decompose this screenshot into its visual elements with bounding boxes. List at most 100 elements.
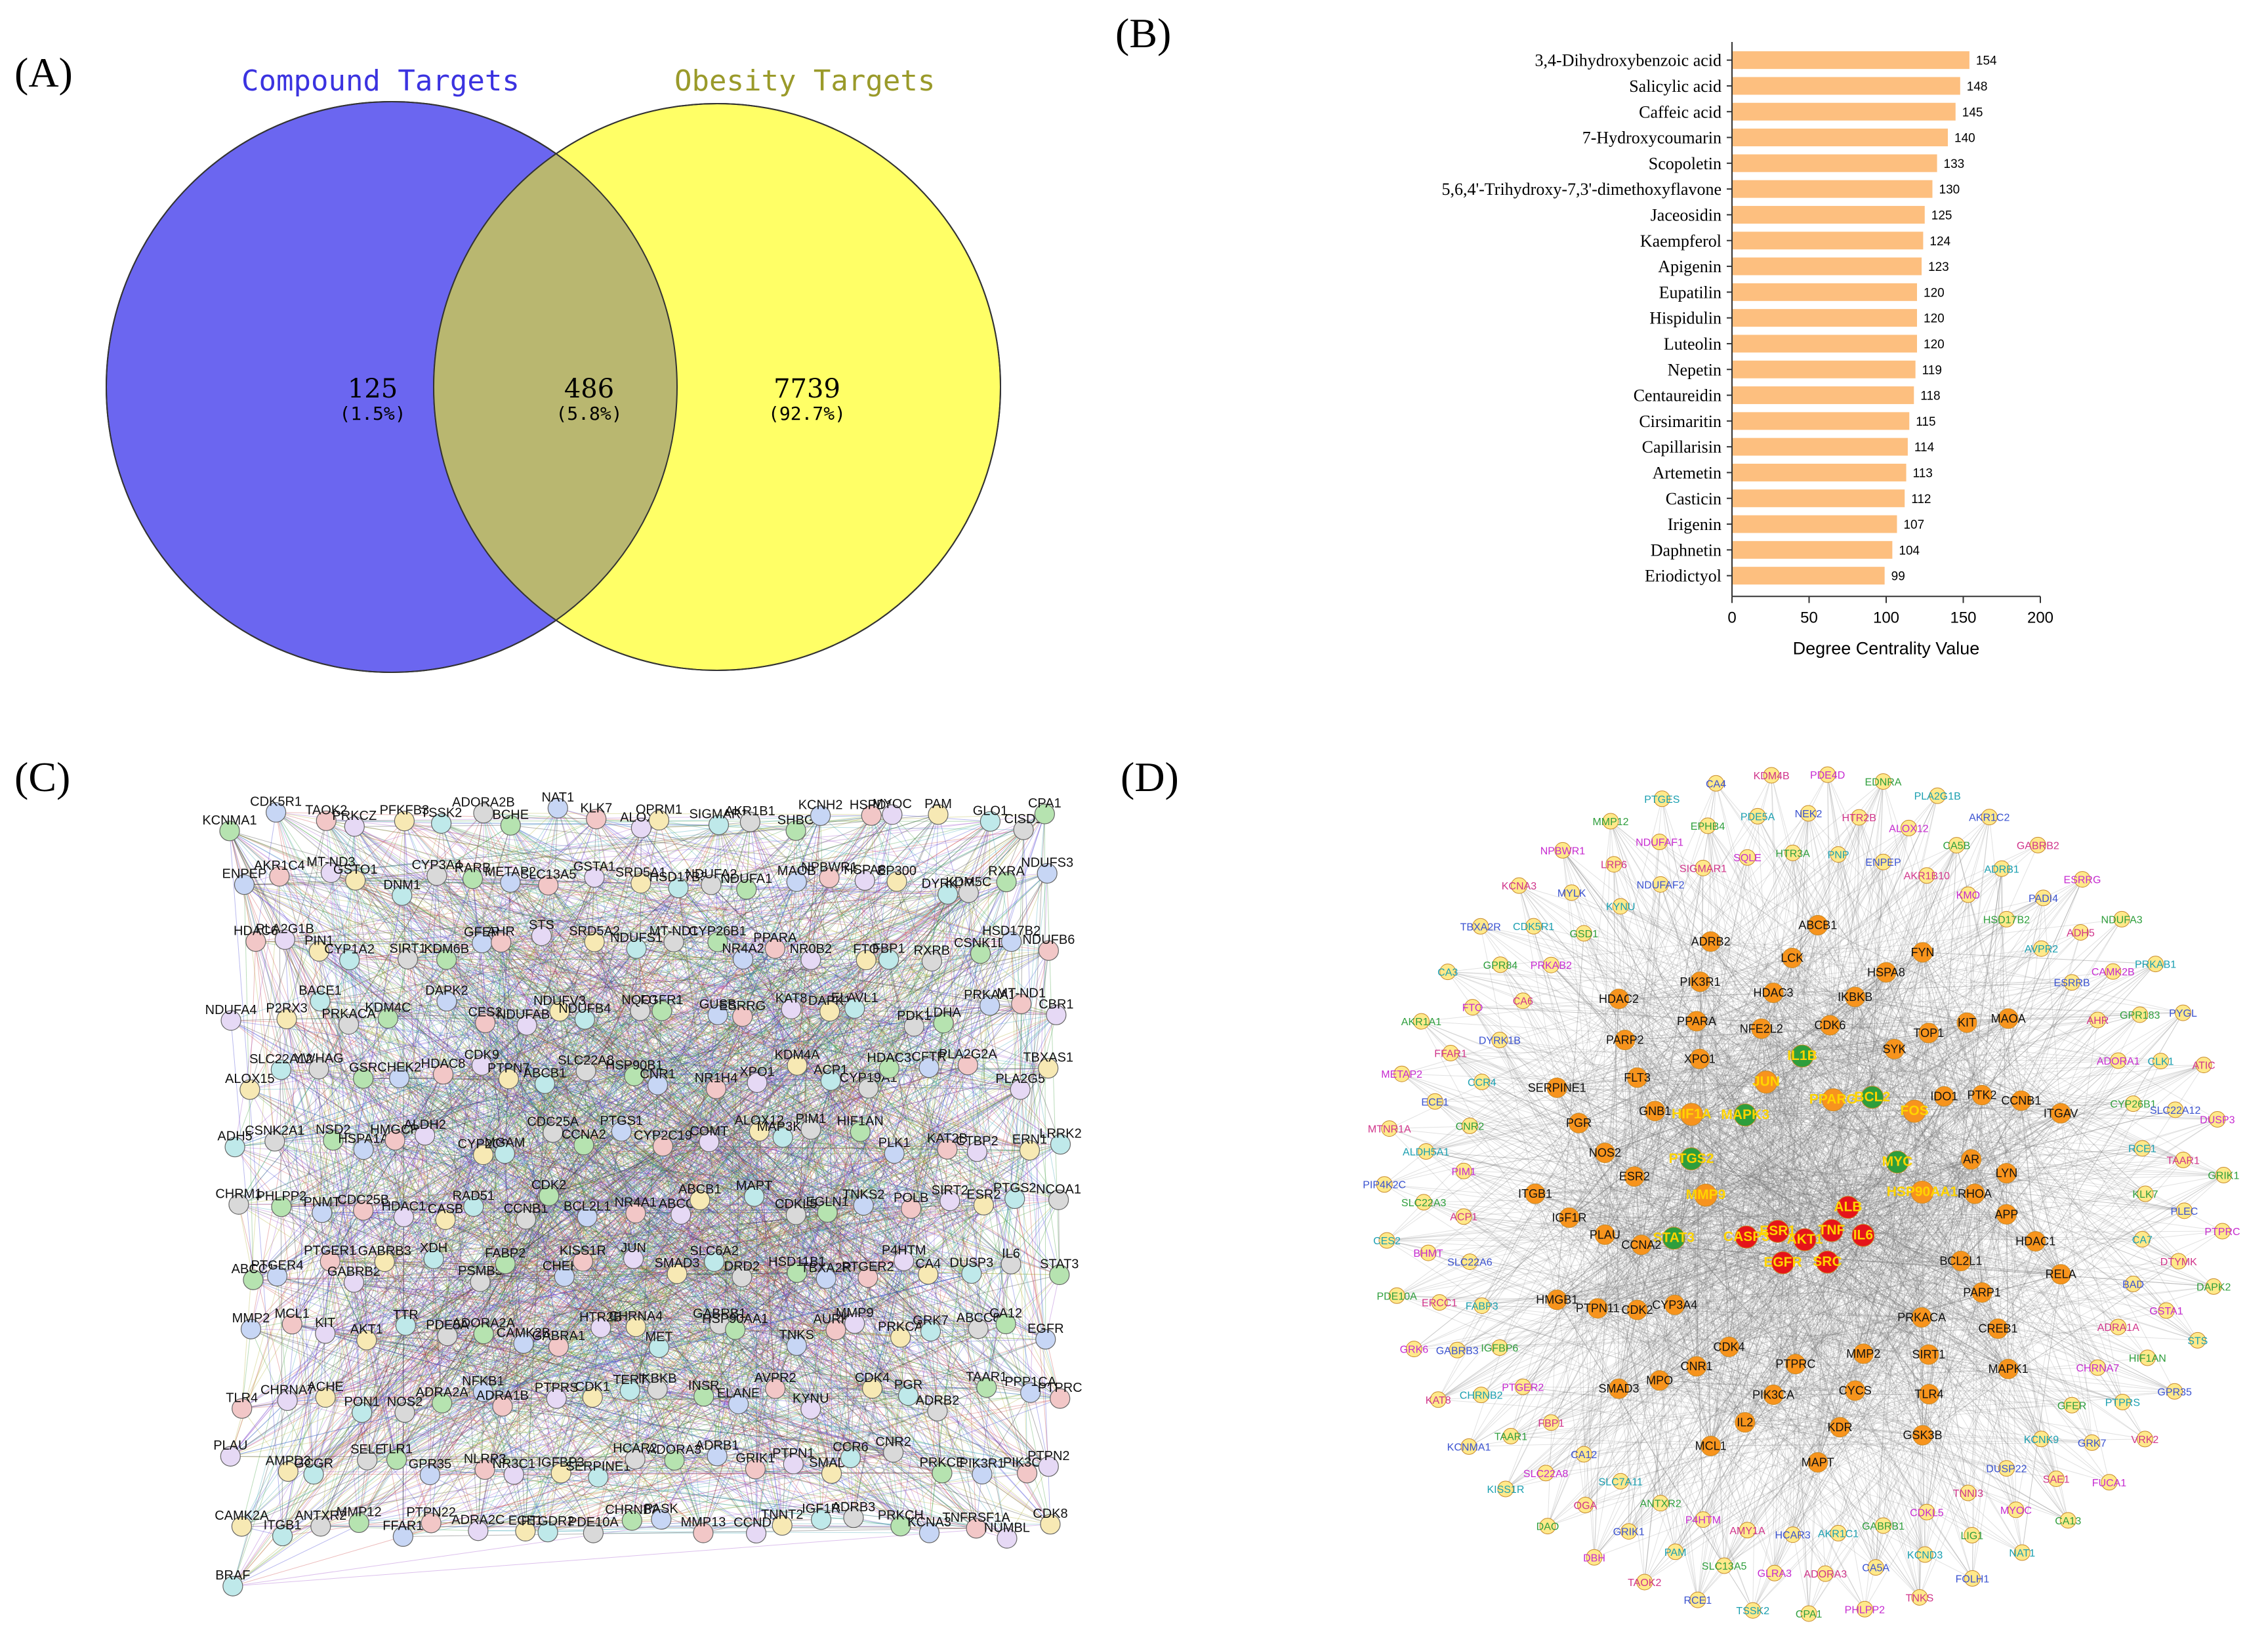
network-c-node-label: PPP1CA xyxy=(1004,1375,1057,1389)
network-c-node-label: CHRM1 xyxy=(215,1187,262,1201)
network-d-node xyxy=(1525,1183,1546,1204)
network-d-node-label: GABRB1 xyxy=(1862,1521,1905,1532)
network-d-node xyxy=(1996,1163,2017,1184)
network-c-node xyxy=(764,938,786,959)
network-d-node xyxy=(1960,1484,1977,1501)
network-d-node xyxy=(1875,853,1892,870)
network-d-node-label: GFER xyxy=(2057,1400,2086,1412)
network-c-node xyxy=(815,1268,836,1290)
network-d-node xyxy=(1381,1120,1398,1137)
network-c-node xyxy=(970,943,991,964)
network-d-node xyxy=(1594,1224,1615,1245)
network-c-node-label: AKT1 xyxy=(350,1322,383,1337)
network-c-node xyxy=(630,873,651,894)
network-d-node xyxy=(1948,837,1965,854)
network-c-node xyxy=(825,1320,846,1341)
network-c-node xyxy=(972,1463,993,1485)
network-d-node-label: MPO xyxy=(1646,1374,1673,1387)
network-c-node xyxy=(315,1387,336,1408)
network-c-node xyxy=(338,1014,360,1035)
network-c-node xyxy=(853,1195,874,1216)
network-c-node xyxy=(392,885,413,906)
network-d-node-label: STAT3 xyxy=(1653,1231,1695,1246)
venn-right-pct: (92.7%) xyxy=(768,403,846,424)
network-c-node xyxy=(278,1461,299,1482)
network-c-node xyxy=(810,805,831,826)
network-d-node-label: GABRB3 xyxy=(1436,1345,1479,1356)
network-d-node xyxy=(1910,1180,1934,1204)
network-c-node xyxy=(781,998,802,1020)
network-c-node-label: ADORA2B xyxy=(452,796,515,810)
network-c-node xyxy=(707,1004,728,1025)
network-d-node-label: PARP2 xyxy=(1606,1034,1644,1047)
network-d-node-label: SLC22A8 xyxy=(1523,1469,1569,1480)
overlap-region xyxy=(434,104,677,670)
network-c-node-label: KLK7 xyxy=(580,802,612,816)
network-d-node xyxy=(1998,1460,2015,1477)
network-d-node xyxy=(1964,1183,1985,1204)
network-c-node-label: ACHE xyxy=(307,1380,344,1395)
network-d-node xyxy=(2110,1318,2127,1335)
network-c-node xyxy=(1034,804,1055,824)
network-c-node-label: NDUFA4 xyxy=(205,1003,257,1017)
network-c-node-label: CHRNA7 xyxy=(260,1383,314,1397)
network-d-node xyxy=(1782,947,1803,968)
network-d-node xyxy=(1689,971,1710,992)
network-c-node xyxy=(574,1009,595,1030)
network-c-node xyxy=(890,1516,911,1537)
network-c-node xyxy=(854,870,875,891)
network-d-node xyxy=(1790,1044,1814,1068)
category-label: Capillarisin xyxy=(1642,438,1722,457)
value-label: 114 xyxy=(1914,441,1935,455)
network-c-node xyxy=(933,1013,954,1034)
network-d-node xyxy=(1856,1600,1873,1618)
network-c-node-label: IL6 xyxy=(1002,1246,1020,1261)
network-c-node xyxy=(310,990,331,1011)
network-c-node-label: SLC22A8 xyxy=(558,1053,614,1068)
network-c-node xyxy=(707,931,728,952)
network-c-node xyxy=(732,948,754,970)
network-d-node-label: PGR xyxy=(1566,1116,1592,1130)
network-d-node xyxy=(1539,1518,1556,1535)
network-d-node-label: CA7 xyxy=(2132,1234,2153,1246)
network-c-node-label: NLRP3 xyxy=(464,1452,506,1466)
network-c-node xyxy=(1049,1264,1070,1286)
network-c-node xyxy=(491,931,512,953)
network-c-node-label: CDK4 xyxy=(855,1371,890,1385)
network-d-node-label: APP xyxy=(1994,1208,2018,1221)
network-c-node-label: OPRM1 xyxy=(636,803,682,817)
obesity-targets-title: Obesity Targets xyxy=(674,64,936,98)
network-d-node-label: OGA xyxy=(1574,1500,1598,1511)
network-c-node xyxy=(353,1139,374,1160)
network-c-node-label: SLC13A5 xyxy=(520,868,577,882)
network-d-node xyxy=(1739,1522,1756,1539)
network-d-node xyxy=(1800,805,1817,822)
network-c-node-label: CHRNB2 xyxy=(605,1503,659,1517)
network-c-node-label: HSPA8 xyxy=(844,863,886,877)
network-d-node xyxy=(1784,844,1802,861)
network-c-node-label: TLR4 xyxy=(226,1391,258,1405)
network-d-node-label: HSD17B2 xyxy=(1983,914,2030,926)
network-c-node xyxy=(492,1396,513,1417)
network-d-node xyxy=(1716,1557,1733,1574)
bar xyxy=(1733,205,1925,224)
network-c-node-label: XDH xyxy=(420,1241,447,1255)
network-d-node-label: MMP12 xyxy=(1592,817,1628,828)
network-c-node xyxy=(878,949,899,970)
network-c-node-label: RAD51 xyxy=(453,1189,495,1203)
network-c-node-label: KIT xyxy=(315,1316,335,1330)
network-d-node xyxy=(2050,1264,2071,1285)
network-d-node-label: FLT3 xyxy=(1624,1071,1651,1084)
network-d-node xyxy=(2147,956,2164,973)
network-c-node xyxy=(625,1316,646,1337)
network-c-node-label: NFKB1 xyxy=(462,1374,504,1389)
network-d-node-label: BAD xyxy=(2122,1279,2144,1290)
network-c-node xyxy=(513,1333,534,1354)
network-d-node-label: HDAC2 xyxy=(1599,992,1639,1006)
network-d-node xyxy=(1689,1048,1710,1069)
network-c-node-label: P4HTM xyxy=(882,1243,926,1257)
network-d-node-label: IL6 xyxy=(1853,1227,1873,1242)
network-d-node-label: NDUFAF1 xyxy=(1636,838,1683,849)
network-d-node-label: XPO1 xyxy=(1684,1052,1716,1065)
